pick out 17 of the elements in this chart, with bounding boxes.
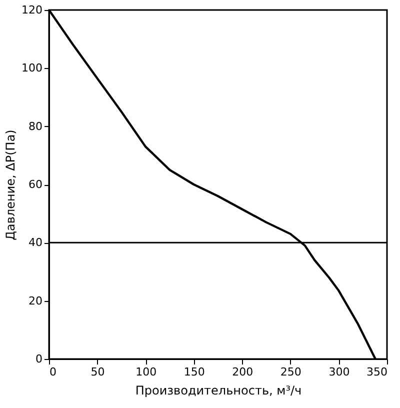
x-tick-label: 350 — [366, 366, 388, 378]
x-tick-label: 150 — [184, 366, 205, 378]
y-tick-label: 120 — [22, 4, 42, 16]
x-tick-label: 100 — [136, 366, 157, 378]
x-tick-label: 50 — [90, 366, 105, 378]
x-tick-label: 250 — [280, 366, 302, 378]
x-tick-label: 0 — [50, 366, 56, 378]
y-tick-label: 100 — [22, 62, 42, 75]
y-tick-label: 40 — [28, 236, 42, 250]
y-tick-label: 0 — [36, 352, 42, 366]
x-tick-label: 200 — [232, 366, 254, 378]
y-tick-label: 60 — [28, 178, 42, 191]
y-tick-label: 80 — [28, 120, 42, 133]
x-tick-label: 300 — [328, 366, 350, 378]
y-tick-label: 20 — [28, 294, 42, 308]
x-axis-title: Производительность, м³/ч — [135, 384, 302, 398]
y-axis-title: Давление, ΔP(Па) — [4, 130, 18, 240]
